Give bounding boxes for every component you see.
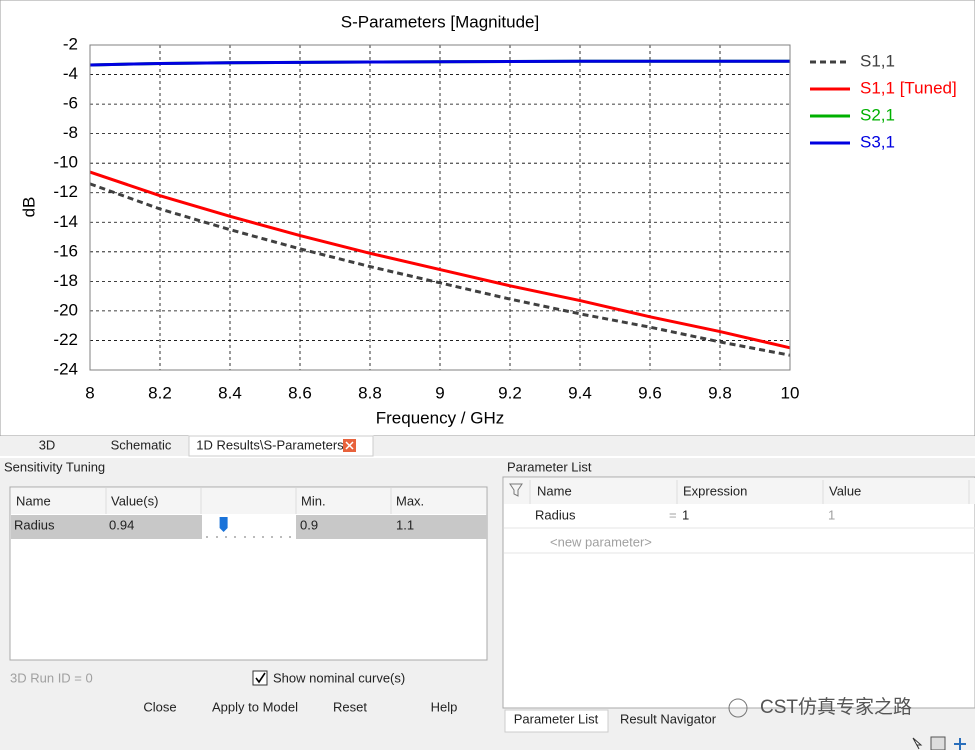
legend-label: S1,1 [Tuned] (860, 78, 957, 97)
filter-icon[interactable] (509, 483, 523, 497)
button[interactable]: Reset (333, 699, 367, 714)
pan-icon[interactable] (954, 738, 966, 750)
y-tick-label: -6 (63, 94, 78, 113)
panel-title: Parameter List (507, 459, 592, 474)
x-tick-label: 10 (781, 383, 800, 402)
x-tick-label: 8.6 (288, 383, 312, 402)
column-header: Max. (396, 493, 424, 508)
column-header: Expression (683, 483, 747, 498)
active-tab[interactable] (188, 435, 374, 457)
cell: 1 (682, 507, 689, 522)
chart-frame (0, 0, 975, 437)
cell: Radius (14, 517, 55, 532)
y-tick-label: -8 (63, 123, 78, 142)
y-tick-label: -10 (53, 153, 78, 172)
y-axis-label: dB (19, 197, 38, 218)
pointer-icon[interactable] (912, 737, 923, 750)
column-header: Min. (301, 493, 326, 508)
button[interactable]: Help (431, 699, 458, 714)
close-icon (345, 441, 354, 450)
x-tick-label: 8.2 (148, 383, 172, 402)
legend-label: S1,1 (860, 51, 895, 70)
series-line (89, 59, 790, 67)
y-tick-label: -20 (53, 300, 78, 319)
cell: 0.9 (300, 517, 318, 532)
cell: 0.94 (109, 517, 134, 532)
series-line (89, 182, 791, 357)
x-tick-label: 9.2 (498, 383, 522, 402)
tab[interactable]: 1D Results\S-Parameters (196, 437, 344, 452)
y-tick-label: -24 (53, 359, 78, 378)
tab-label[interactable]: Result Navigator (620, 711, 717, 726)
cell: 1.1 (396, 517, 414, 532)
column-dividers (529, 480, 970, 504)
slider-ticks (206, 536, 291, 538)
watermark: CST仿真专家之路 (760, 696, 912, 718)
panel-title: Sensitivity Tuning (4, 459, 105, 474)
column-dividers (105, 488, 392, 514)
y-tick-label: -14 (53, 212, 78, 231)
y-tick-label: -18 (53, 271, 78, 290)
x-tick-label: 9.8 (708, 383, 732, 402)
legend-label: S3,1 (860, 132, 895, 151)
tab[interactable]: Schematic (111, 437, 172, 452)
cell: 1 (828, 507, 835, 522)
tab[interactable] (504, 709, 609, 733)
slider-thumb[interactable] (219, 517, 228, 532)
slider-cell (202, 515, 296, 539)
x-tick-label: 8.8 (358, 383, 382, 402)
y-tick-label: -12 (53, 182, 78, 201)
x-tick-label: 8.4 (218, 383, 242, 402)
run-id: 3D Run ID = 0 (10, 670, 93, 685)
column-header: Value(s) (111, 493, 158, 508)
table-header (11, 488, 486, 514)
x-axis-label: Frequency / GHz (376, 408, 505, 427)
legend-label: S2,1 (860, 105, 895, 124)
x-tick-label: 9.4 (568, 383, 592, 402)
column-header: Value (829, 483, 861, 498)
cell: = (669, 507, 677, 522)
x-tick-label: 9.6 (638, 383, 662, 402)
table-header (504, 478, 975, 504)
new-row[interactable]: <new parameter> (550, 534, 652, 549)
button[interactable]: Close (143, 699, 176, 714)
y-tick-label: -22 (53, 330, 78, 349)
y-tick-label: -16 (53, 241, 78, 260)
chart-title: S-Parameters [Magnitude] (341, 12, 539, 31)
x-tick-label: 8 (85, 383, 94, 402)
tab-label[interactable]: Parameter List (514, 711, 599, 726)
checkbox-label[interactable]: Show nominal curve(s) (273, 670, 405, 685)
check-mark (255, 672, 266, 684)
parameter-table (502, 476, 975, 709)
tab[interactable]: 3D (39, 437, 56, 452)
button[interactable]: Apply to Model (212, 699, 298, 714)
plot-border (89, 44, 791, 371)
watermark-icon (728, 698, 748, 718)
x-tick-label: 9 (435, 383, 444, 402)
y-tick-label: -2 (63, 34, 78, 53)
column-header: Name (537, 483, 572, 498)
cell: Radius (535, 507, 576, 522)
zoom-icon[interactable] (930, 736, 946, 750)
column-header: Name (16, 493, 51, 508)
y-tick-label: -4 (63, 64, 78, 83)
series-line (89, 170, 791, 350)
